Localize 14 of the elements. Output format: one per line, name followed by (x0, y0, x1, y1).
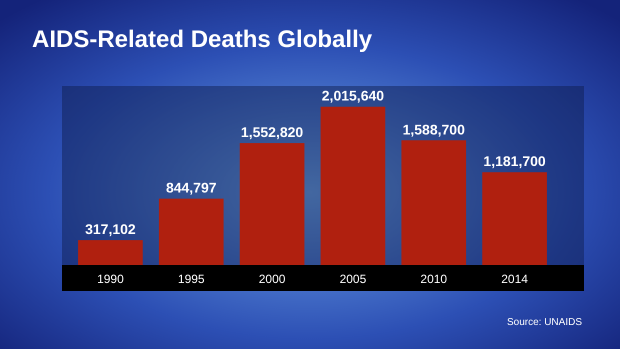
chart-title: AIDS-Related Deaths Globally (32, 26, 373, 53)
data-label: 1,588,700 (402, 121, 466, 138)
x-tick-label: 1995 (178, 272, 205, 286)
x-tick-label: 1990 (97, 272, 124, 286)
x-tick-label: 2010 (420, 272, 448, 286)
data-label: 1,552,820 (240, 124, 304, 140)
data-label: 1,181,700 (483, 153, 546, 170)
source-note: Source: UNAIDS (506, 317, 582, 328)
data-label: 844,797 (166, 180, 217, 196)
data-label: 317,102 (85, 221, 136, 238)
x-tick-label: 2000 (258, 272, 286, 286)
x-tick-label: 2005 (340, 272, 367, 286)
x-tick-label: 2014 (501, 272, 528, 286)
data-label: 2,015,640 (322, 88, 384, 104)
